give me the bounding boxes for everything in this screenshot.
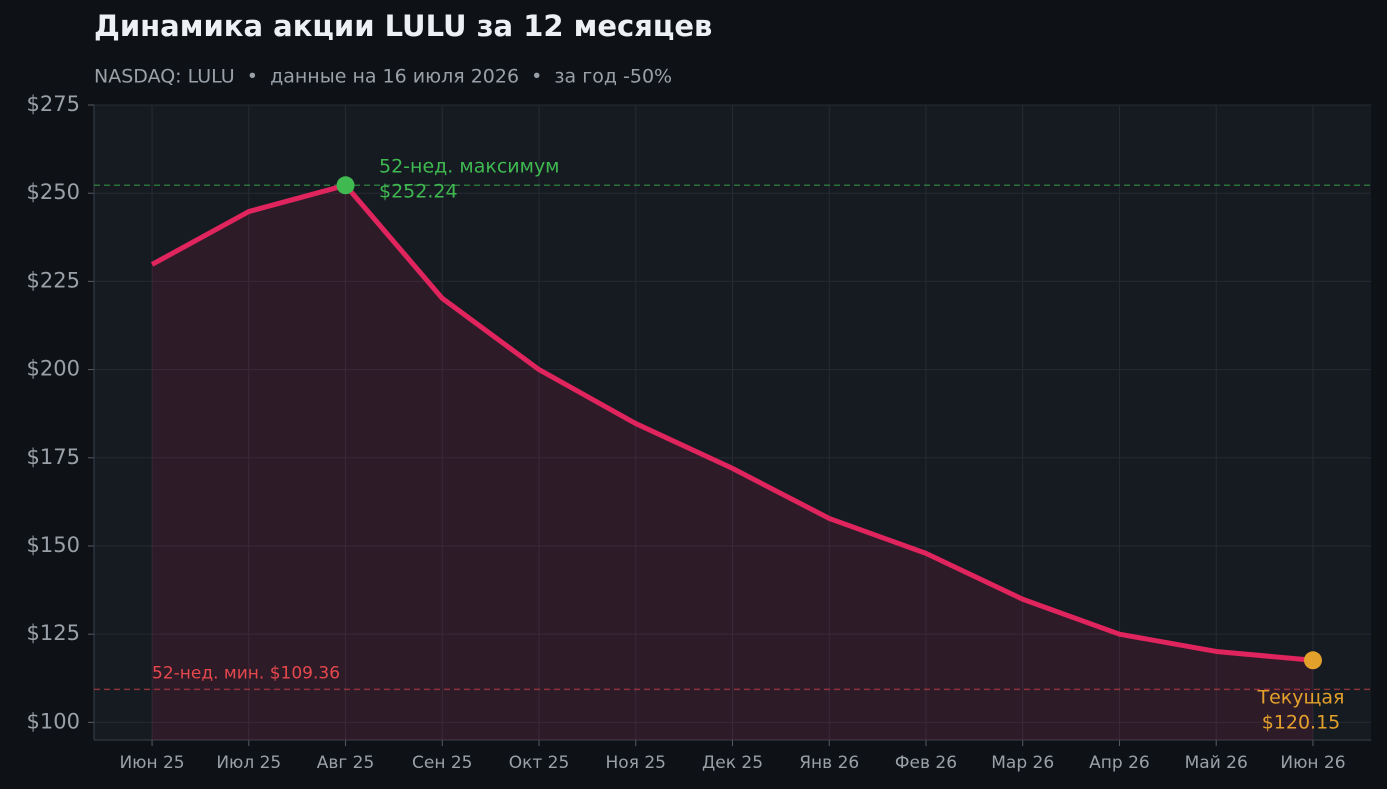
current-label: Текущая [1257,687,1345,709]
highlight-point [1303,651,1322,670]
y-tick-label: $225 [27,268,80,292]
y-tick-label: $200 [27,357,80,381]
x-tick-label: Июн 26 [1280,753,1345,773]
x-tick-label: Апр 26 [1089,753,1150,773]
x-tick-label: Ноя 25 [606,753,666,773]
min-label: 52-нед. мин. $109.36 [152,663,340,683]
chart-subtitle: NASDAQ: LULU • данные на 16 июля 2026 • … [94,66,672,88]
highlight-point [336,176,355,195]
y-tick-label: $275 [27,92,80,116]
x-tick-label: Авг 25 [317,753,375,773]
y-tick-label: $150 [27,533,80,557]
x-tick-label: Сен 25 [412,753,472,773]
y-tick-label: $175 [27,445,80,469]
y-tick-label: $250 [27,180,80,204]
x-tick-label: Дек 25 [702,753,763,773]
current-value-label: $120.15 [1262,712,1341,734]
y-tick-label: $125 [27,621,80,645]
chart-title: Динамика акции LULU за 12 месяцев [94,9,712,43]
x-tick-label: Окт 25 [509,753,570,773]
x-tick-label: Янв 26 [799,753,859,773]
x-tick-label: Мар 26 [991,753,1054,773]
max-value-label: $252.24 [379,181,458,203]
x-tick-label: Июн 25 [119,753,184,773]
x-tick-label: Май 26 [1185,753,1248,773]
x-tick-label: Фев 26 [895,753,957,773]
max-label: 52-нед. максимум [379,156,560,178]
y-tick-label: $100 [27,709,80,733]
x-tick-label: Июл 25 [216,753,281,773]
